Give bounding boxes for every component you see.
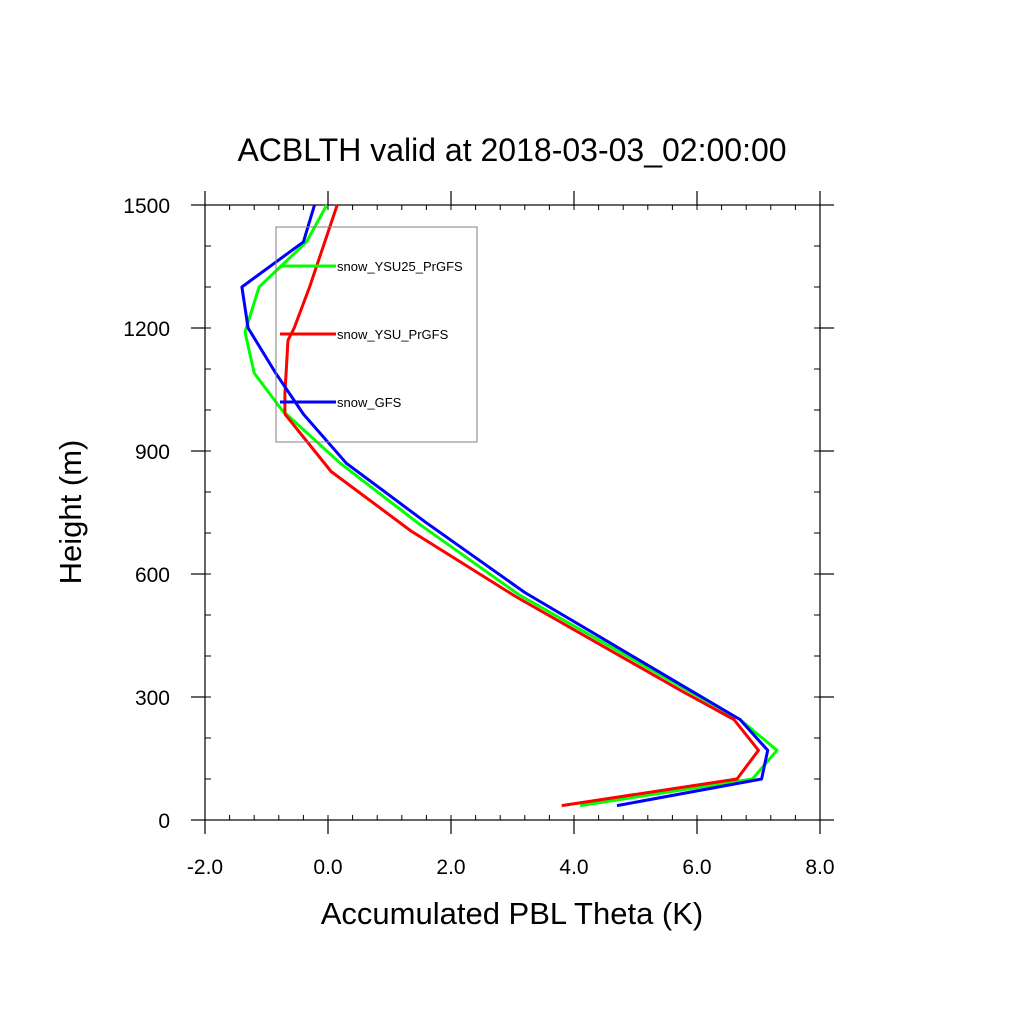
plot-frame: [204, 204, 821, 821]
legend-label: snow_YSU_PrGFS: [337, 327, 449, 342]
y-tick-label: 1500: [123, 195, 170, 218]
series-line-snow_YSU25_PrGFS: [243, 204, 779, 808]
x-tick-label: 0.0: [313, 856, 342, 879]
x-tick-label: 8.0: [805, 856, 834, 879]
series-line-snow_GFS: [240, 204, 770, 808]
y-tick-label: 600: [135, 564, 170, 587]
y-tick-label: 300: [135, 687, 170, 710]
legend-label: snow_YSU25_PrGFS: [337, 259, 463, 274]
x-tick-label: 2.0: [436, 856, 465, 879]
legend: snow_YSU25_PrGFS snow_YSU_PrGFS snow_GFS: [275, 226, 478, 443]
x-tick-label: 6.0: [682, 856, 711, 879]
y-tick-label: 900: [135, 441, 170, 464]
plot-area: -2.0 0.0 2.0 4.0 6.0 8.0 0 300 600 900 1200 1500: [123, 191, 835, 879]
series-layer: [240, 204, 779, 808]
x-tick-label: -2.0: [187, 856, 223, 879]
y-tick-label: 0: [158, 810, 170, 833]
x-axis-label: Accumulated PBL Theta (K): [321, 896, 704, 931]
legend-label: snow_GFS: [337, 395, 402, 410]
y-axis-label: Height (m): [53, 440, 88, 585]
legend-box: [275, 226, 478, 443]
series-line-snow_YSU_PrGFS: [283, 204, 760, 808]
y-tick-label: 1200: [123, 318, 170, 341]
chart-title: ACBLTH valid at 2018-03-03_02:00:00: [237, 132, 786, 168]
x-tick-label: 4.0: [559, 856, 588, 879]
